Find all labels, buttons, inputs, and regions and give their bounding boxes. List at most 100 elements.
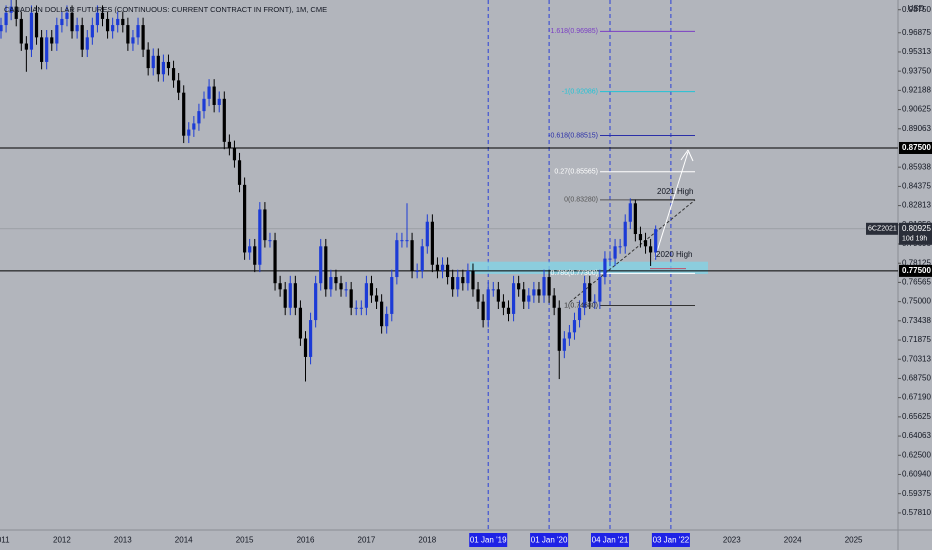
candle-body: [461, 277, 465, 284]
candle-body: [344, 289, 348, 291]
fib-label: -1(0.92086): [562, 88, 598, 95]
y-tick-label: 0.95313: [902, 47, 931, 56]
candle-body: [395, 240, 399, 278]
arrow-head: [680, 149, 694, 162]
candle-body: [131, 37, 135, 44]
candle-body: [14, 6, 18, 19]
y-tick-label: 0.68750: [902, 374, 931, 383]
x-tick-label: 01 Jan '19: [470, 536, 507, 545]
y-tick-label: 0.84375: [902, 182, 931, 191]
candle-body: [222, 98, 226, 142]
candle-body: [623, 221, 627, 247]
projection-arrow: [654, 151, 689, 259]
candle-body: [126, 25, 130, 44]
candle-body: [557, 307, 561, 351]
candle-body: [364, 283, 368, 308]
fib-label: 0.27(0.85565): [554, 169, 598, 176]
last-price-label: 0.80925: [902, 224, 931, 233]
candle-body: [171, 68, 176, 81]
candle-body: [410, 240, 414, 271]
candle-body: [85, 37, 89, 50]
date-label-box: [530, 533, 569, 547]
y-tick-label: 0.96875: [902, 28, 931, 37]
candle-body: [283, 289, 287, 308]
candle-body: [24, 43, 28, 50]
y-tick-label: 0.75000: [902, 297, 931, 306]
candle-body: [319, 246, 323, 284]
price-label-box: [899, 264, 932, 277]
candle-body: [456, 277, 460, 290]
candle-body: [466, 270, 470, 284]
currency: USD: [908, 4, 925, 13]
candle-body: [628, 203, 632, 222]
price-label: 0.87500: [902, 143, 931, 152]
candle-body: [537, 289, 541, 296]
y-tick-label: 0.89063: [902, 124, 931, 133]
candle-body: [522, 289, 526, 302]
candle-body: [380, 301, 384, 327]
candle-body: [34, 12, 39, 38]
candle-body: [451, 277, 455, 290]
candle-body: [430, 221, 434, 265]
price-label-box: [899, 141, 932, 154]
candle-body: [45, 37, 49, 62]
candle-body: [567, 332, 571, 339]
y-tick-label: 0.78125: [902, 258, 931, 267]
candle-body: [293, 283, 297, 308]
candle-body: [29, 12, 34, 50]
candle-body: [288, 283, 292, 308]
symbol-label: 6CZ2021: [868, 226, 897, 233]
candle-body: [501, 301, 506, 308]
candle-body: [506, 307, 511, 314]
date-label-box: [591, 533, 629, 547]
candle-body: [486, 289, 490, 321]
candle-body: [0, 25, 3, 32]
candle-body: [608, 258, 612, 260]
candle-body: [298, 307, 303, 339]
candle-body: [603, 258, 607, 278]
y-tick-label: 0.71875: [902, 335, 931, 344]
candle-body: [643, 240, 648, 247]
candle-body: [55, 25, 59, 44]
candle-body: [577, 307, 582, 321]
y-tick-label: 0.98750: [902, 5, 931, 14]
candle-body: [420, 246, 424, 271]
y-tick-label: 0.73438: [902, 316, 931, 325]
candle-body: [511, 283, 516, 314]
candle-body: [562, 338, 566, 351]
candle-body: [146, 49, 150, 69]
candle-body: [192, 123, 196, 130]
candle-body: [232, 147, 237, 161]
candle-body: [60, 18, 64, 26]
candle-body: [593, 301, 597, 303]
candle-body: [40, 37, 44, 62]
candle-body: [136, 25, 140, 38]
y-tick-label: 0.67190: [902, 393, 931, 402]
candle-body: [303, 338, 308, 357]
candle-body: [491, 289, 495, 291]
y-tick-label: 0.85938: [902, 162, 931, 171]
candle-body: [552, 295, 556, 308]
candle-body: [542, 277, 546, 296]
candle-body: [227, 141, 231, 148]
candle-body: [253, 246, 257, 265]
candle-body: [4, 12, 8, 26]
candle-body: [324, 246, 328, 290]
date-label-box: [469, 533, 508, 547]
candle-body: [278, 283, 282, 290]
y-tick-label: 0.60940: [902, 470, 931, 479]
candle-body: [263, 209, 267, 241]
candle-body: [156, 55, 160, 75]
fib-label: 1(0.74680): [564, 302, 598, 309]
candle-body: [141, 25, 145, 50]
candle-body: [654, 229, 658, 253]
fib-label: 0(0.83280): [564, 197, 598, 204]
candle-body: [207, 86, 211, 99]
y-tick-label: 0.90625: [902, 105, 931, 114]
fib-label: 0.786(0.77300): [551, 270, 598, 277]
candle-body: [390, 277, 394, 314]
y-tick-label: 0.62500: [902, 450, 931, 459]
candle-body: [258, 209, 262, 265]
x-tick-label: 04 Jan '21: [592, 536, 629, 545]
